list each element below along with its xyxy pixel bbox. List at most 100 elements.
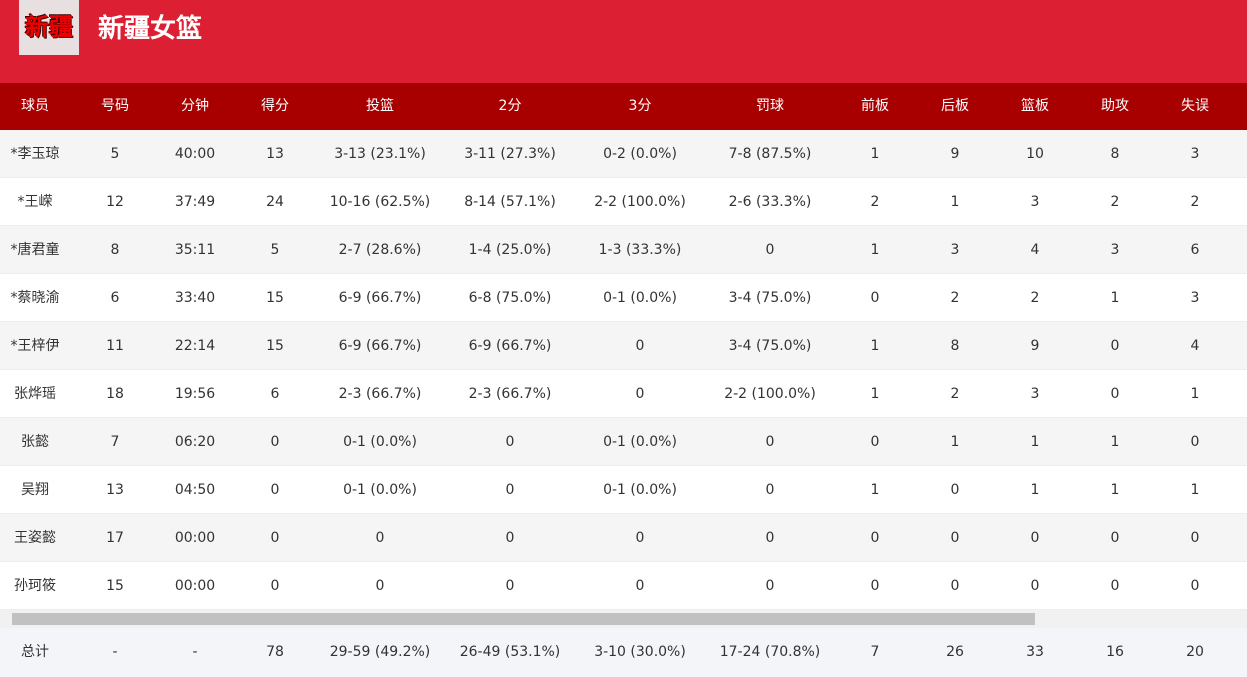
- cell: 0: [950, 530, 960, 546]
- player-row: 孙珂筱 15 00:00 0 0 0 0 0 0 0 0 0 0: [0, 562, 1247, 610]
- cell: 24: [266, 194, 284, 210]
- scroll-thumb[interactable]: [12, 613, 1035, 625]
- cell: 10-16 (62.5%): [329, 194, 431, 210]
- cell: 4: [1190, 338, 1200, 354]
- cell: 0: [765, 242, 775, 258]
- cell: 2-6 (33.3%): [728, 194, 812, 210]
- cell: 0: [765, 434, 775, 450]
- cell: 16: [1106, 644, 1124, 660]
- cell: 张烨瑶: [14, 386, 56, 402]
- cell: 6: [270, 386, 280, 402]
- cell: 3-4 (75.0%): [728, 338, 812, 354]
- cell: 吴翔: [21, 482, 49, 498]
- cell: 6: [1190, 242, 1200, 258]
- cell: 3: [1030, 194, 1040, 210]
- cell: 20: [1186, 644, 1204, 660]
- player-row: *李玉琼 5 40:00 13 3-13 (23.1%) 3-11 (27.3%) 0-2 …: [0, 130, 1247, 178]
- cell: 06:20: [174, 434, 216, 450]
- cell: 8: [110, 242, 120, 258]
- cell: 17: [106, 530, 124, 546]
- cell: 19:56: [174, 386, 216, 402]
- cell: 22:14: [174, 338, 216, 354]
- cell: 0: [1190, 530, 1200, 546]
- cell: 6-9 (66.7%): [468, 338, 552, 354]
- cell: 0: [270, 578, 280, 594]
- cell: 0-1 (0.0%): [603, 482, 677, 498]
- cell: 2: [1110, 194, 1120, 210]
- cell: *李玉琼: [10, 146, 60, 162]
- cell: 1: [1190, 386, 1200, 402]
- cell: 10: [1026, 146, 1044, 162]
- cell: 0: [1110, 338, 1120, 354]
- cell: 总计: [21, 644, 49, 660]
- cell: 13: [266, 146, 284, 162]
- cell: 分钟: [181, 98, 209, 114]
- cell: 0: [635, 338, 645, 354]
- cell: 5: [110, 146, 120, 162]
- cell: 0: [1190, 434, 1200, 450]
- cell: 7: [110, 434, 120, 450]
- cell: 3: [950, 242, 960, 258]
- cell: 0: [505, 578, 515, 594]
- cell: 0-1 (0.0%): [343, 482, 417, 498]
- cell: 9: [950, 146, 960, 162]
- cell: 12: [106, 194, 124, 210]
- cell: 33: [1026, 644, 1044, 660]
- cell: 1: [1190, 482, 1200, 498]
- cell: 1: [1030, 482, 1040, 498]
- player-row: 张懿 7 06:20 0 0-1 (0.0%) 0 0-1 (0.0%) 0 0 1 1 1 0: [0, 418, 1247, 466]
- cell: 0: [1110, 386, 1120, 402]
- cell: 0: [765, 530, 775, 546]
- cell: 0: [870, 290, 880, 306]
- cell: 0: [870, 530, 880, 546]
- cell: 33:40: [174, 290, 216, 306]
- cell: 0: [505, 434, 515, 450]
- team-logo: 新疆: [19, 0, 79, 55]
- player-row: *唐君童 8 35:11 5 2-7 (28.6%) 1-4 (25.0%) 1-3 (33…: [0, 226, 1247, 274]
- cell: 13: [106, 482, 124, 498]
- cell: 0: [765, 482, 775, 498]
- cell: 0: [1030, 578, 1040, 594]
- cell: 0: [505, 530, 515, 546]
- cell: 0-1 (0.0%): [603, 290, 677, 306]
- cell: 3-11 (27.3%): [464, 146, 556, 162]
- cell: 5: [270, 242, 280, 258]
- player-row: 张烨瑶 18 19:56 6 2-3 (66.7%) 2-3 (66.7%) 0 2-2 (1…: [0, 370, 1247, 418]
- cell: 3: [1190, 146, 1200, 162]
- cell: 球员: [21, 98, 49, 114]
- cell: 1: [870, 386, 880, 402]
- cell: 3: [1030, 386, 1040, 402]
- cell: 26: [946, 644, 964, 660]
- cell: 00:00: [174, 578, 216, 594]
- scrollbar[interactable]: [0, 610, 1247, 628]
- cell: 1: [870, 242, 880, 258]
- cell: 15: [266, 338, 284, 354]
- cell: 0-1 (0.0%): [603, 434, 677, 450]
- cell: 0: [765, 578, 775, 594]
- cell: 1: [1110, 482, 1120, 498]
- player-row: 吴翔 13 04:50 0 0-1 (0.0%) 0 0-1 (0.0%) 0 1 0 1 1 1: [0, 466, 1247, 514]
- cell: 00:00: [174, 530, 216, 546]
- cell: 3: [1190, 290, 1200, 306]
- cell: 0: [375, 578, 385, 594]
- cell: *唐君童: [10, 242, 60, 258]
- cell: 0: [635, 386, 645, 402]
- cell: 2-3 (66.7%): [468, 386, 552, 402]
- cell: 1-4 (25.0%): [468, 242, 552, 258]
- cell: 2-3 (66.7%): [338, 386, 422, 402]
- cell: 15: [106, 578, 124, 594]
- cell: 1: [1030, 434, 1040, 450]
- totals-row: 总计 - - 78 29-59 (49.2%) 26-49 (53.1%) 3-10 (30…: [0, 628, 1247, 677]
- cell: 1: [950, 194, 960, 210]
- cell: 2: [870, 194, 880, 210]
- cell: 6-8 (75.0%): [468, 290, 552, 306]
- player-row: 王姿懿 17 00:00 0 0 0 0 0 0 0 0 0 0: [0, 514, 1247, 562]
- cell: 0: [1110, 578, 1120, 594]
- cell: 罚球: [756, 98, 784, 114]
- cell: 78: [266, 644, 284, 660]
- cell: 0: [375, 530, 385, 546]
- team-title: 新疆女篮: [98, 14, 203, 44]
- cell: 6-9 (66.7%): [338, 290, 422, 306]
- cell: 8: [1110, 146, 1120, 162]
